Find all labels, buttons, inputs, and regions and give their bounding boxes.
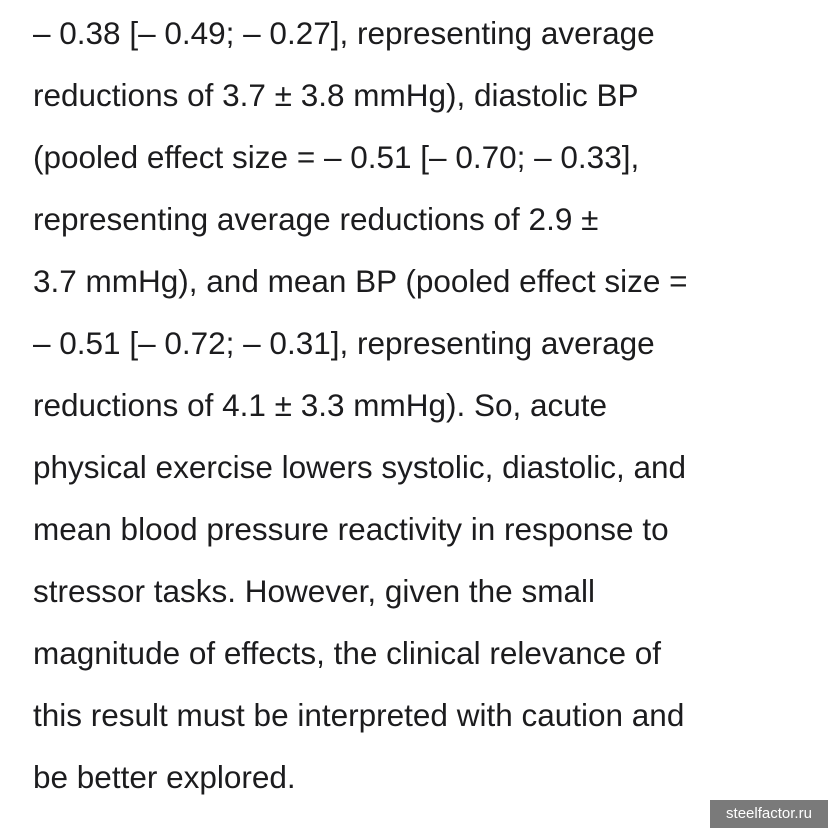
text-line-12: this result must be interpreted with cau… <box>33 697 685 733</box>
text-line-6: – 0.51 [– 0.72; – 0.31], representing av… <box>33 325 655 361</box>
text-line-10: stressor tasks. However, given the small <box>33 573 595 609</box>
text-line-1: – 0.38 [– 0.49; – 0.27], representing av… <box>33 15 655 51</box>
text-line-9: mean blood pressure reactivity in respon… <box>33 511 669 547</box>
watermark-badge: steelfactor.ru <box>710 800 828 828</box>
text-line-2: reductions of 3.7 ± 3.8 mmHg), diastolic… <box>33 77 639 113</box>
text-line-11: magnitude of effects, the clinical relev… <box>33 635 662 671</box>
text-line-5: 3.7 mmHg), and mean BP (pooled effect si… <box>33 263 688 299</box>
text-line-8: physical exercise lowers systolic, diast… <box>33 449 687 485</box>
text-line-7: reductions of 4.1 ± 3.3 mmHg). So, acute <box>33 387 608 423</box>
text-line-3: (pooled effect size = – 0.51 [– 0.70; – … <box>33 139 640 175</box>
text-line-13: be better explored. <box>33 759 296 795</box>
text-line-4: representing average reductions of 2.9 ± <box>33 201 599 237</box>
